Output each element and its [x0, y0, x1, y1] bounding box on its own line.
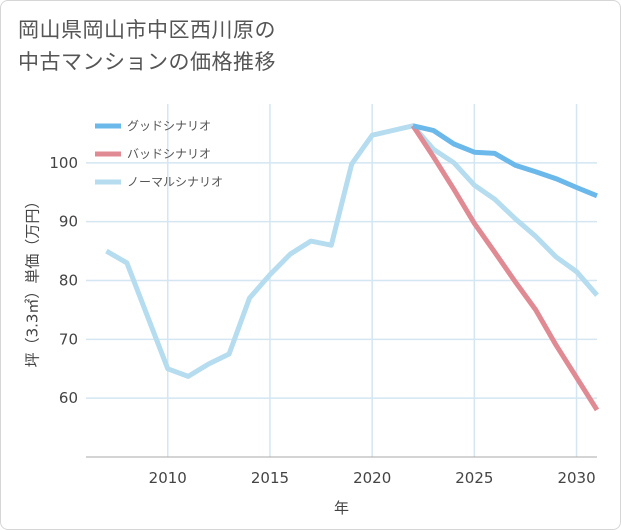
x-tick-2025: 2025 — [455, 469, 493, 487]
y-tick-90: 90 — [59, 213, 78, 231]
legend-label-3: ノーマルシナリオ — [127, 175, 223, 189]
legend-label-2: バッドシナリオ — [127, 147, 211, 161]
y-tick-60: 60 — [59, 389, 78, 407]
series-line-2 — [410, 124, 600, 412]
y-tick-80: 80 — [59, 272, 78, 290]
chart-title-line-1: 岡山県岡山市中区西川原の — [18, 18, 276, 42]
series-lines — [105, 123, 600, 412]
x-tick-labels: 2010 2015 2020 2025 2030 — [149, 469, 596, 487]
y-tick-70: 70 — [59, 330, 78, 348]
x-tick-2020: 2020 — [353, 469, 391, 487]
x-tick-2015: 2015 — [251, 469, 289, 487]
x-tick-2010: 2010 — [149, 469, 187, 487]
x-tick-2030: 2030 — [557, 469, 595, 487]
chart-title: 岡山県岡山市中区西川原の 中古マンションの価格推移 — [18, 14, 276, 78]
series-line-1 — [412, 123, 598, 199]
legend-label-1: グッドシナリオ — [127, 119, 211, 133]
y-tick-100: 100 — [49, 154, 78, 172]
y-axis-label: 坪（3.3㎡）単価（万円） — [24, 194, 42, 368]
y-tick-labels: 60 70 80 90 100 — [49, 154, 78, 407]
chart-title-line-2: 中古マンションの価格推移 — [18, 50, 276, 74]
x-axis-label: 年 — [334, 499, 349, 517]
series-line-3 — [105, 123, 599, 379]
